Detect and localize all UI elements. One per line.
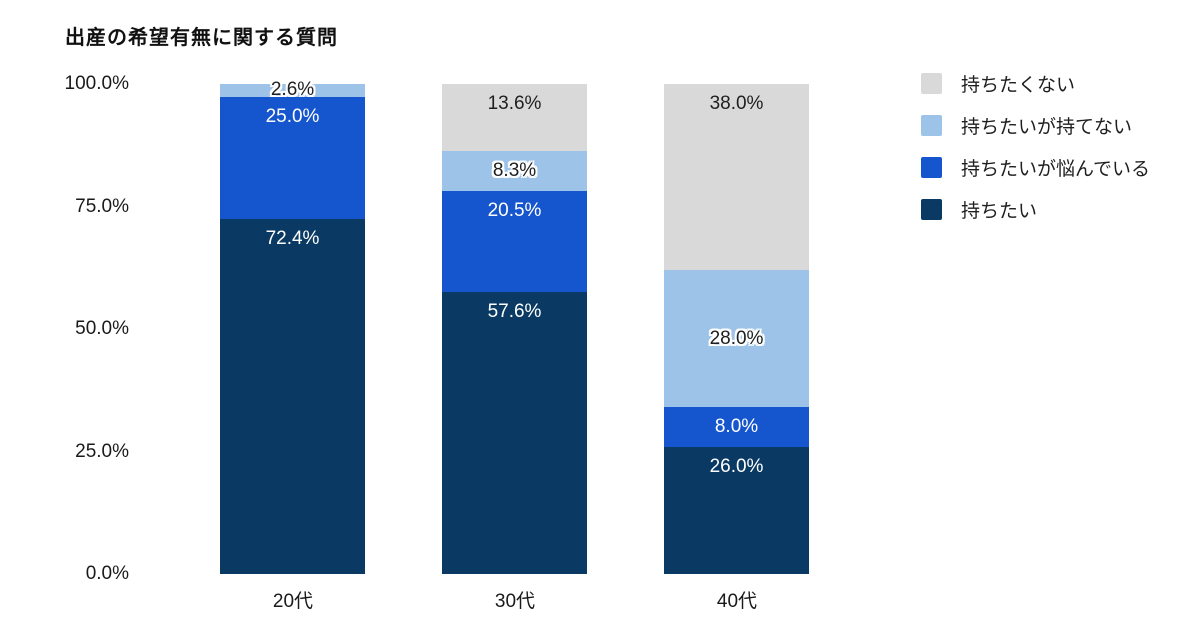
bar: 72.4% 25.0% 2.6% xyxy=(220,79,365,574)
bar-value-label: 72.4% xyxy=(265,228,320,250)
bar-segment: 8.0% xyxy=(664,407,809,447)
bar-value-label: 20.5% xyxy=(487,200,542,222)
bar-segment: 8.3% xyxy=(442,150,587,192)
legend-swatch xyxy=(921,114,942,136)
legend-label: 持ちたいが持てない xyxy=(961,116,1133,138)
bar-column: 26.0% 8.0% 28.0% 38.0% xyxy=(626,84,848,574)
x-axis: 20代 30代 40代 xyxy=(182,586,848,613)
legend-item: 持ちたいが持てない xyxy=(921,114,1150,138)
bar-segment: 20.5% xyxy=(442,191,587,292)
bar-value-label: 2.6% xyxy=(270,79,315,101)
legend-item: 持ちたい xyxy=(921,198,1150,222)
legend-item: 持ちたいが悩んでいる xyxy=(921,156,1151,180)
x-tick-label: 20代 xyxy=(272,591,314,612)
legend: 持ちたくない持ちたいが持てない 持ちたいが悩んでいる 持ちたい xyxy=(921,72,1150,240)
bar-segment: 26.0% xyxy=(664,446,809,574)
bar-value-label: 8.0% xyxy=(714,416,759,438)
y-tick-label: 25.0% xyxy=(75,440,129,462)
x-tick-label: 30代 xyxy=(494,591,536,612)
y-tick-label: 75.0% xyxy=(75,195,129,217)
bar-value-label: 8.3% xyxy=(492,159,537,181)
plot-area: 72.4% 25.0% 2.6% 57.6% 20.5% 8.3% 13.6% 26.0% 8.… xyxy=(182,79,848,574)
legend-label: 持ちたくない xyxy=(961,74,1076,96)
bar-value-label: 57.6% xyxy=(487,300,542,322)
legend-swatch xyxy=(921,156,942,178)
y-tick-label: 100.0% xyxy=(64,73,129,94)
legend-label: 持ちたい xyxy=(961,200,1038,222)
bar-value-label: 28.0% xyxy=(709,327,764,349)
bar: 57.6% 20.5% 8.3% 13.6% xyxy=(442,84,587,574)
bar-column: 72.4% 25.0% 2.6% xyxy=(182,79,404,574)
bar-value-label: 38.0% xyxy=(709,93,764,115)
legend-item: 持ちたくない xyxy=(921,72,1150,96)
bar-value-label: 13.6% xyxy=(487,93,542,115)
bar-column: 57.6% 20.5% 8.3% 13.6% xyxy=(404,84,626,574)
bar-segment: 2.6% xyxy=(220,79,365,100)
legend-swatch xyxy=(921,198,942,220)
bar: 26.0% 8.0% 28.0% 38.0% xyxy=(664,84,809,574)
legend-label: 持ちたいが悩んでいる xyxy=(961,158,1151,180)
bar-value-label: 26.0% xyxy=(709,455,764,477)
bar-segment: 72.4% xyxy=(220,219,365,574)
y-axis: 100.0% 75.0% 50.0% 25.0% 0.0% xyxy=(0,0,129,620)
x-tick-label: 40代 xyxy=(716,591,758,612)
y-tick-label: 0.0% xyxy=(85,563,129,584)
bar-segment: 13.6% xyxy=(442,84,587,151)
legend-swatch xyxy=(921,72,942,94)
bar-segment: 25.0% xyxy=(220,96,365,220)
bar-segment: 38.0% xyxy=(664,84,809,271)
chart-title: 出産の希望有無に関する質問 xyxy=(65,27,338,49)
y-tick-label: 50.0% xyxy=(75,318,129,339)
bar-segment: 28.0% xyxy=(664,270,809,408)
bar-segment: 57.6% xyxy=(442,291,587,574)
bar-value-label: 25.0% xyxy=(265,105,320,127)
